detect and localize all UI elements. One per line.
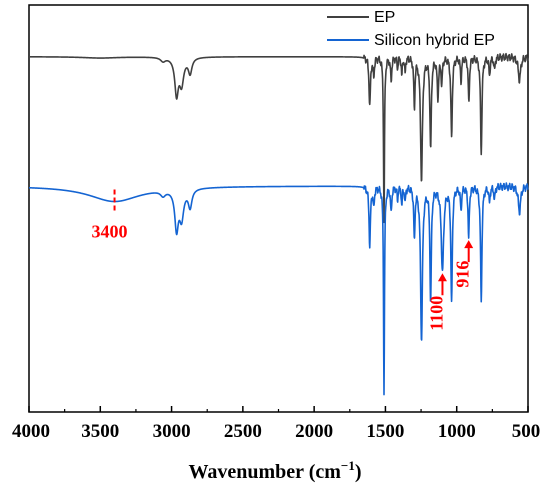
x-axis-tick-labels: 4000 3500 3000 2500 2000 1500 1000 500 <box>12 421 540 442</box>
series-line-silicon-hybrid-ep <box>28 182 529 396</box>
x-tick-label-4000: 4000 <box>12 421 50 442</box>
annotation-1100-arrowhead <box>437 273 447 282</box>
annotation-916-label: 916 <box>453 261 473 288</box>
annotation-3400: 3400 <box>92 189 128 242</box>
x-axis-title-superscript: −1 <box>341 458 355 473</box>
annotation-1100-label: 1100 <box>426 296 446 331</box>
annotation-3400-label: 3400 <box>92 222 128 242</box>
series-line-ep <box>28 52 529 224</box>
x-tick-label-2000: 2000 <box>295 421 333 442</box>
annotation-916: 916 <box>453 240 474 288</box>
x-tick-label-500: 500 <box>512 421 541 442</box>
x-tick-label-2500: 2500 <box>224 421 262 442</box>
annotation-1100: 1100 <box>426 273 447 331</box>
legend: EP Silicon hybrid EP <box>327 9 495 49</box>
x-axis-ticks <box>28 406 529 412</box>
x-tick-label-1000: 1000 <box>438 421 476 442</box>
x-tick-label-3000: 3000 <box>153 421 191 442</box>
annotation-916-arrowhead <box>464 240 474 249</box>
x-axis-title: Wavenumber (cm−1) <box>189 458 362 483</box>
x-axis-title-main: Wavenumber (cm <box>189 461 342 483</box>
legend-label-silicon-hybrid-ep: Silicon hybrid EP <box>374 32 495 49</box>
legend-label-ep: EP <box>374 9 395 26</box>
x-tick-label-1500: 1500 <box>366 421 404 442</box>
x-tick-label-3500: 3500 <box>81 421 119 442</box>
x-axis-title-suffix: ) <box>355 461 362 483</box>
